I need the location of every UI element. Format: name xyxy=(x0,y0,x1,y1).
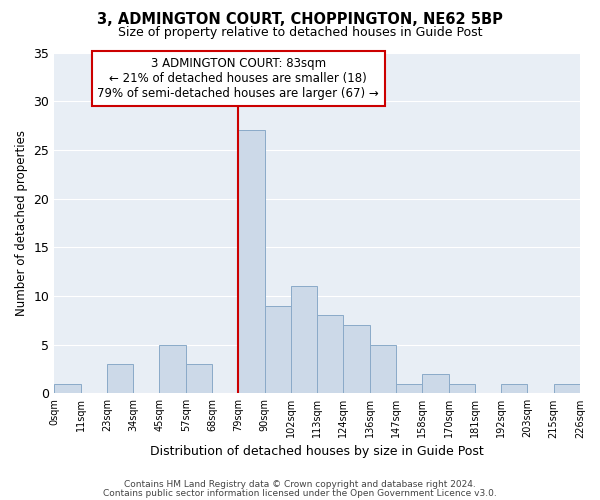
Bar xyxy=(422,374,449,394)
Bar xyxy=(501,384,527,394)
Bar xyxy=(54,384,80,394)
Text: Size of property relative to detached houses in Guide Post: Size of property relative to detached ho… xyxy=(118,26,482,39)
Bar xyxy=(343,325,370,394)
Y-axis label: Number of detached properties: Number of detached properties xyxy=(15,130,28,316)
Bar xyxy=(160,344,186,394)
Text: 3, ADMINGTON COURT, CHOPPINGTON, NE62 5BP: 3, ADMINGTON COURT, CHOPPINGTON, NE62 5B… xyxy=(97,12,503,28)
Text: Contains public sector information licensed under the Open Government Licence v3: Contains public sector information licen… xyxy=(103,488,497,498)
Bar xyxy=(554,384,580,394)
Bar xyxy=(107,364,133,394)
Bar xyxy=(370,344,396,394)
Bar xyxy=(291,286,317,394)
Text: 3 ADMINGTON COURT: 83sqm
← 21% of detached houses are smaller (18)
79% of semi-d: 3 ADMINGTON COURT: 83sqm ← 21% of detach… xyxy=(97,58,379,100)
X-axis label: Distribution of detached houses by size in Guide Post: Distribution of detached houses by size … xyxy=(150,444,484,458)
Bar xyxy=(186,364,212,394)
Bar xyxy=(449,384,475,394)
Text: Contains HM Land Registry data © Crown copyright and database right 2024.: Contains HM Land Registry data © Crown c… xyxy=(124,480,476,489)
Bar xyxy=(265,306,291,394)
Bar xyxy=(396,384,422,394)
Bar xyxy=(238,130,265,394)
Bar xyxy=(317,316,343,394)
